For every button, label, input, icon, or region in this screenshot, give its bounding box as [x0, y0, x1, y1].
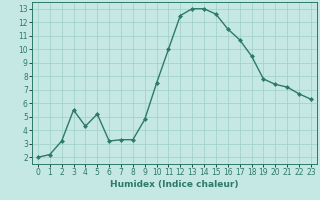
X-axis label: Humidex (Indice chaleur): Humidex (Indice chaleur)	[110, 180, 239, 189]
